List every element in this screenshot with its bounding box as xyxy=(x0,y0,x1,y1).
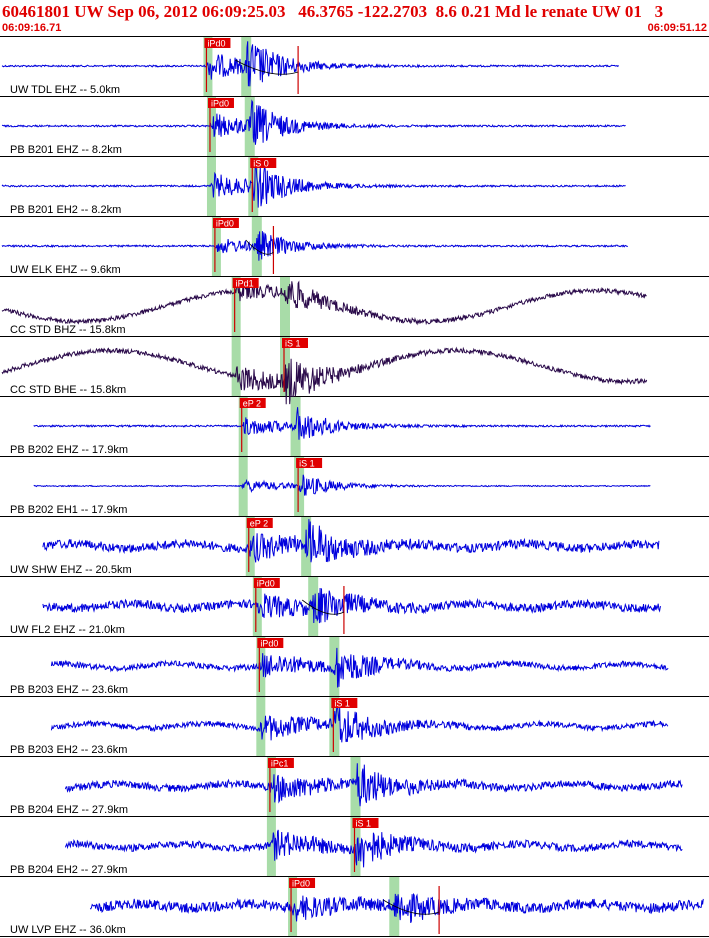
waveform-trace xyxy=(1,280,647,326)
trace-panel[interactable]: iPd0 UW LVP EHZ -- 36.0km xyxy=(0,877,709,937)
s-window-band xyxy=(280,277,290,336)
p-window-band xyxy=(231,337,241,396)
p-window-band xyxy=(266,817,276,876)
waveform-trace xyxy=(50,647,669,688)
pick-label: iPd0 xyxy=(292,879,310,889)
p-window-band xyxy=(206,157,216,216)
pick-label-box[interactable] xyxy=(204,38,231,48)
station-label: PB B203 EH2 -- 23.6km xyxy=(10,744,127,756)
s-window-band xyxy=(329,637,340,696)
station-label: UW ELK EHZ -- 9.6km xyxy=(10,264,121,276)
pick-label: iPd0 xyxy=(211,99,229,109)
pick-label-box[interactable] xyxy=(239,398,266,408)
station-label: UW TDL EHZ -- 5.0km xyxy=(10,84,120,96)
pick-label-box[interactable] xyxy=(296,458,323,468)
pick-label-box[interactable] xyxy=(289,878,316,888)
pick-label: iS 0 xyxy=(253,159,269,169)
pick-label-box[interactable] xyxy=(282,338,308,348)
station-label: PB B204 EH2 -- 27.9km xyxy=(10,864,127,876)
trace-panel[interactable]: iPd0 PB B203 EHZ -- 23.6km xyxy=(0,637,709,697)
p-window-band xyxy=(256,637,266,696)
p-window-band xyxy=(256,697,266,756)
pick-label-box[interactable] xyxy=(331,698,358,708)
pick-label: iPd0 xyxy=(207,39,225,49)
coda-decay-curve xyxy=(235,59,299,75)
trace-panel[interactable]: iS 0 PB B201 EH2 -- 8.2km xyxy=(0,157,709,217)
station-label: PB B204 EHZ -- 27.9km xyxy=(10,804,128,816)
station-label: CC STD BHE -- 15.8km xyxy=(10,384,126,396)
pick-label-box[interactable] xyxy=(246,518,273,528)
pick-label: iS 1 xyxy=(334,699,350,709)
pick-label: iS 1 xyxy=(285,339,301,349)
waveform-trace xyxy=(1,346,648,405)
station-label: PB B202 EH1 -- 17.9km xyxy=(10,504,127,516)
station-label: PB B201 EH2 -- 8.2km xyxy=(10,204,121,216)
station-label: UW FL2 EHZ -- 21.0km xyxy=(10,624,125,636)
trace-panel[interactable]: iPd0 PB B201 EHZ -- 8.2km xyxy=(0,97,709,157)
pick-label: iPd0 xyxy=(257,579,275,589)
pick-label: iPd0 xyxy=(260,639,278,649)
p-window-band xyxy=(288,877,298,936)
trace-panel[interactable]: iPd0 UW TDL EHZ -- 5.0km xyxy=(0,37,709,97)
waveform-trace xyxy=(33,474,651,496)
coda-decay-curve xyxy=(301,599,345,615)
pick-label: eP 2 xyxy=(250,519,268,529)
trace-panel[interactable]: iS 1 PB B204 EH2 -- 27.9km xyxy=(0,817,709,877)
station-label: PB B202 EHZ -- 17.9km xyxy=(10,444,128,456)
coda-decay-curve xyxy=(245,239,274,255)
coda-decay-curve xyxy=(383,899,440,915)
trace-panel[interactable]: iPd0 UW ELK EHZ -- 9.6km xyxy=(0,217,709,277)
trace-panel[interactable]: iS 1 CC STD BHE -- 15.8km xyxy=(0,337,709,405)
pick-label: iS 1 xyxy=(299,459,315,469)
trace-panel[interactable]: iPd1 CC STD BHZ -- 15.8km xyxy=(0,277,709,337)
waveform-trace xyxy=(64,829,683,868)
pick-label: eP 2 xyxy=(243,399,261,409)
waveform-trace xyxy=(64,763,683,807)
pick-label-box[interactable] xyxy=(250,158,277,168)
pick-label-box[interactable] xyxy=(352,818,379,828)
trace-panel[interactable]: iPc1 PB B204 EHZ -- 27.9km xyxy=(0,757,709,817)
start-time-label: 06:09:16.71 xyxy=(2,22,62,34)
waveform-trace xyxy=(89,892,704,923)
waveform-trace xyxy=(1,99,626,145)
waveform-trace xyxy=(42,587,662,624)
station-label: UW LVP EHZ -- 36.0km xyxy=(10,924,126,936)
s-window-band xyxy=(329,697,340,756)
p-window-band xyxy=(231,277,241,336)
pick-label-box[interactable] xyxy=(257,638,284,648)
event-title: 60461801 UW Sep 06, 2012 06:09:25.03 46.… xyxy=(2,2,664,21)
pick-label-box[interactable] xyxy=(207,98,234,108)
seismogram-traces[interactable]: iPd0 UW TDL EHZ -- 5.0km iPd0 PB B201 EHZ -… xyxy=(0,36,709,938)
pick-label: iS 1 xyxy=(356,819,372,829)
waveform-trace xyxy=(1,231,628,261)
waveform-trace xyxy=(50,703,669,743)
pick-label-box[interactable] xyxy=(267,758,294,768)
station-label: PB B203 EHZ -- 23.6km xyxy=(10,684,128,696)
waveform-trace xyxy=(42,519,660,563)
end-time-label: 06:09:51.12 xyxy=(647,22,707,34)
waveform-trace xyxy=(1,160,626,208)
pick-label-box[interactable] xyxy=(232,278,259,288)
waveform-trace xyxy=(1,41,620,87)
trace-panel[interactable]: iPd0 UW FL2 EHZ -- 21.0km xyxy=(0,577,709,637)
trace-panel[interactable]: eP 2 UW SHW EHZ -- 20.5km xyxy=(0,517,709,577)
pick-label: iPc1 xyxy=(271,759,289,769)
trace-panel[interactable]: eP 2 PB B202 EHZ -- 17.9km xyxy=(0,397,709,457)
pick-label: iPd1 xyxy=(236,279,254,289)
station-label: PB B201 EHZ -- 8.2km xyxy=(10,144,122,156)
waveform-trace xyxy=(33,407,651,440)
station-label: CC STD BHZ -- 15.8km xyxy=(10,324,126,336)
trace-panel[interactable]: iS 1 PB B203 EH2 -- 23.6km xyxy=(0,697,709,757)
station-label: UW SHW EHZ -- 20.5km xyxy=(10,564,132,576)
pick-label-box[interactable] xyxy=(212,218,239,228)
s-window-band xyxy=(350,757,361,816)
pick-label-box[interactable] xyxy=(253,578,280,588)
trace-panel[interactable]: iS 1 PB B202 EH1 -- 17.9km xyxy=(0,457,709,517)
pick-label: iPd0 xyxy=(216,219,234,229)
